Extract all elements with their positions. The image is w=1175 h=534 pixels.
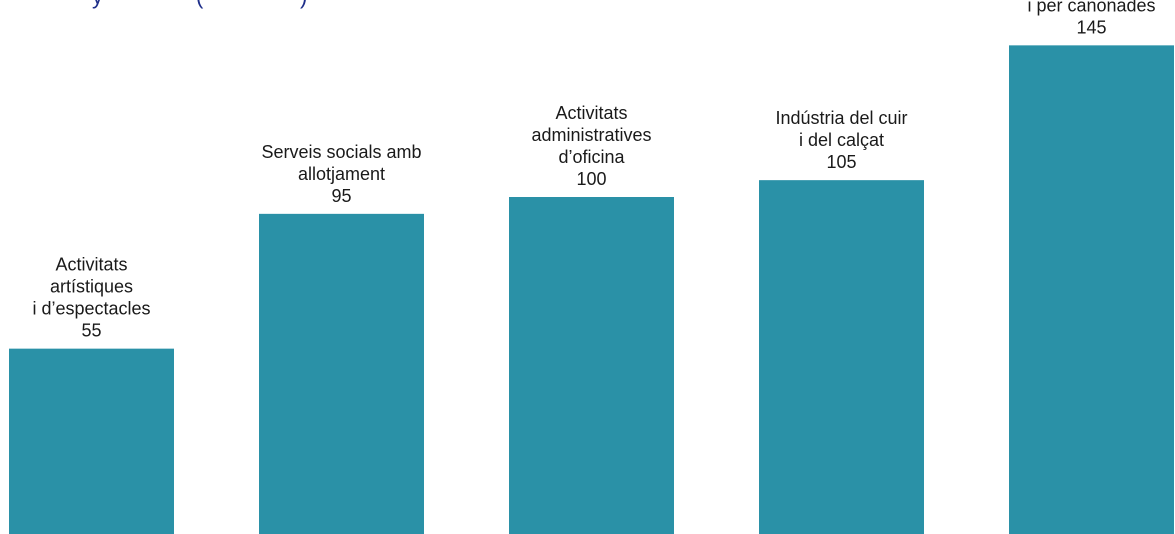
category-label-1-line-3: i d’espectacles bbox=[32, 299, 150, 319]
category-label-1-line-2: artístiques bbox=[50, 277, 133, 297]
category-label-2-line-1: Serveis socials amb bbox=[261, 142, 421, 162]
category-label-4-line-1: Indústria del cuir bbox=[775, 108, 907, 128]
category-label-2-line-2: allotjament bbox=[298, 164, 385, 184]
bar-1 bbox=[9, 348, 174, 534]
bar-3 bbox=[509, 197, 674, 534]
category-label-4-line-2: i del calçat bbox=[799, 130, 884, 150]
bar-5 bbox=[1009, 45, 1174, 534]
value-label-3: 100 bbox=[576, 169, 606, 189]
category-label-1-line-1: Activitats bbox=[55, 255, 127, 275]
svg-text:): ) bbox=[300, 0, 307, 9]
bar-4 bbox=[759, 180, 924, 534]
title-fragment: y ( ) bbox=[92, 0, 307, 9]
bars-group bbox=[9, 45, 1174, 534]
svg-text:y: y bbox=[92, 0, 103, 9]
category-label-3-line-2: administratives bbox=[531, 125, 651, 145]
value-label-2: 95 bbox=[331, 186, 351, 206]
category-label-5-line-2: i per canonades bbox=[1027, 0, 1155, 15]
bar-2 bbox=[259, 213, 424, 534]
value-label-1: 55 bbox=[81, 321, 101, 341]
value-label-5: 145 bbox=[1076, 17, 1106, 37]
category-label-3-line-1: Activitats bbox=[555, 103, 627, 123]
svg-text:(: ( bbox=[196, 0, 204, 9]
value-label-4: 105 bbox=[826, 152, 856, 172]
category-label-3-line-3: d’oficina bbox=[558, 147, 625, 167]
